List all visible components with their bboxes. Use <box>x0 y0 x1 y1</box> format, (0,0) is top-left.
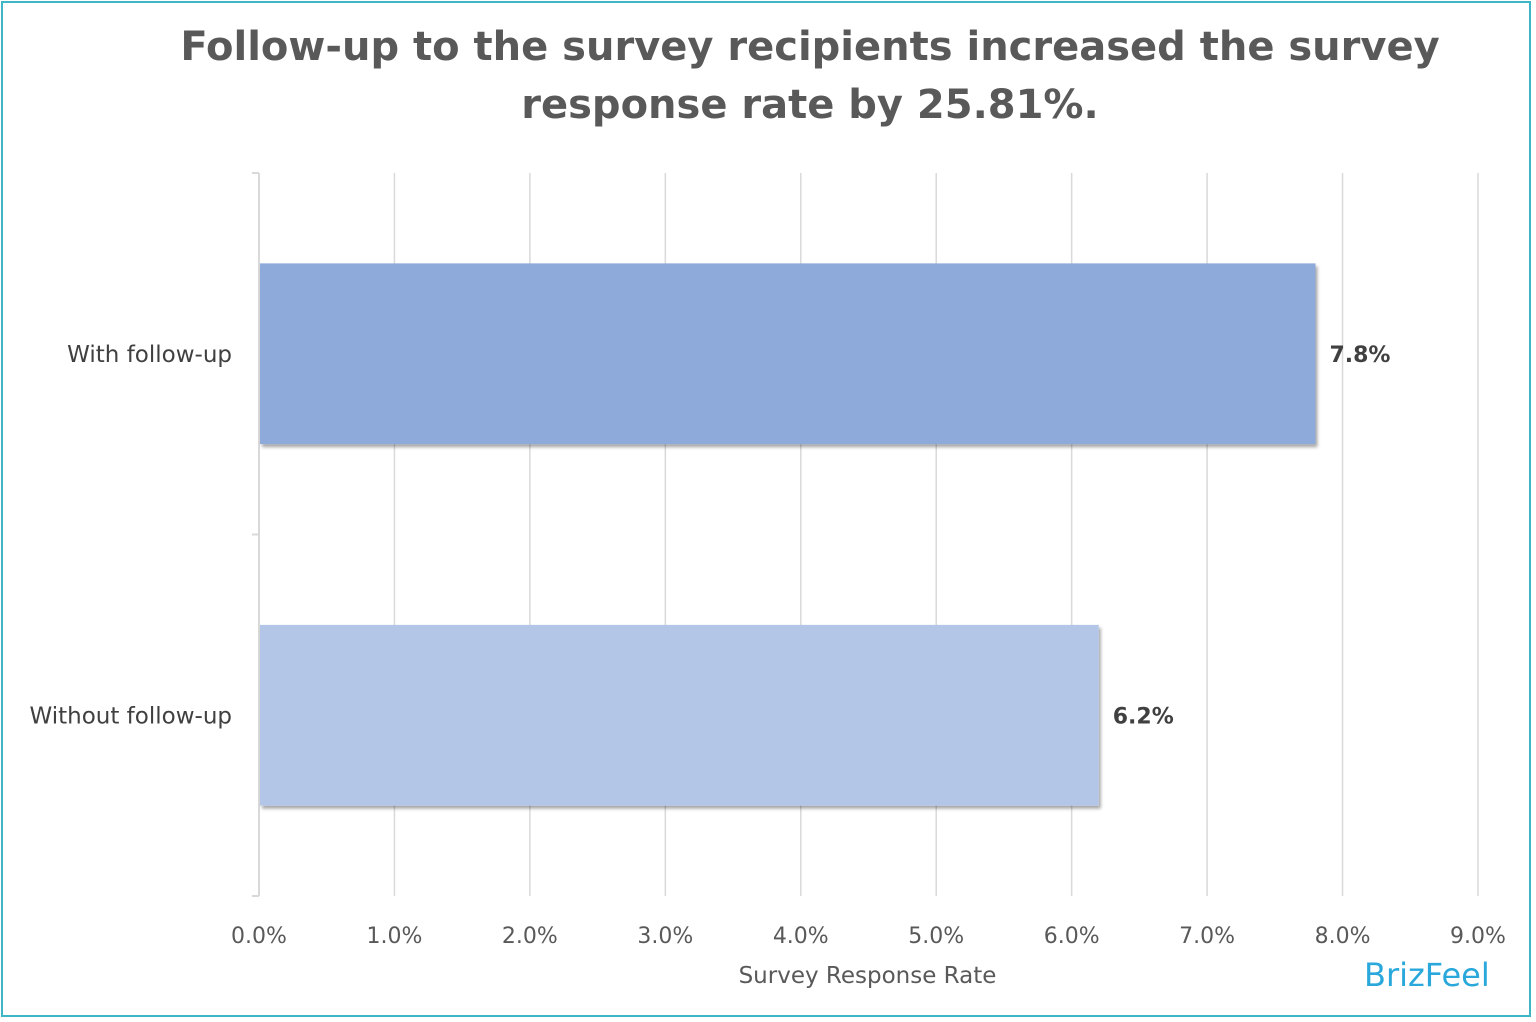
x-tick-label: 8.0% <box>1315 924 1371 949</box>
x-axis-title: Survey Response Rate <box>739 963 997 989</box>
x-tick-label: 2.0% <box>502 924 558 949</box>
bar-without-follow-up <box>260 624 1099 806</box>
category-label: With follow-up <box>67 342 232 368</box>
x-tick-label: 4.0% <box>773 924 829 949</box>
x-tick-label: 3.0% <box>637 924 693 949</box>
data-label: 6.2% <box>1113 704 1174 729</box>
bars <box>260 263 1316 806</box>
bar-with-follow-up <box>260 263 1316 445</box>
x-tick-label: 9.0% <box>1450 924 1506 949</box>
x-tick-label: 0.0% <box>231 924 287 949</box>
y-axis <box>252 172 260 897</box>
x-tick-label: 6.0% <box>1044 924 1100 949</box>
brand-logo: BrizFeel <box>1364 956 1490 994</box>
x-tick-label: 1.0% <box>366 924 422 949</box>
x-tick-label: 7.0% <box>1179 924 1235 949</box>
chart-title: Follow-up to the survey recipients incre… <box>180 24 1440 128</box>
data-label: 7.8% <box>1329 343 1390 368</box>
x-tick-label: 5.0% <box>908 924 964 949</box>
category-label: Without follow-up <box>29 703 232 729</box>
labels: 0.0% 1.0% 2.0% 3.0% 4.0% 5.0% 6.0% 7.0% 8.0% 9.0%… <box>29 342 1505 989</box>
